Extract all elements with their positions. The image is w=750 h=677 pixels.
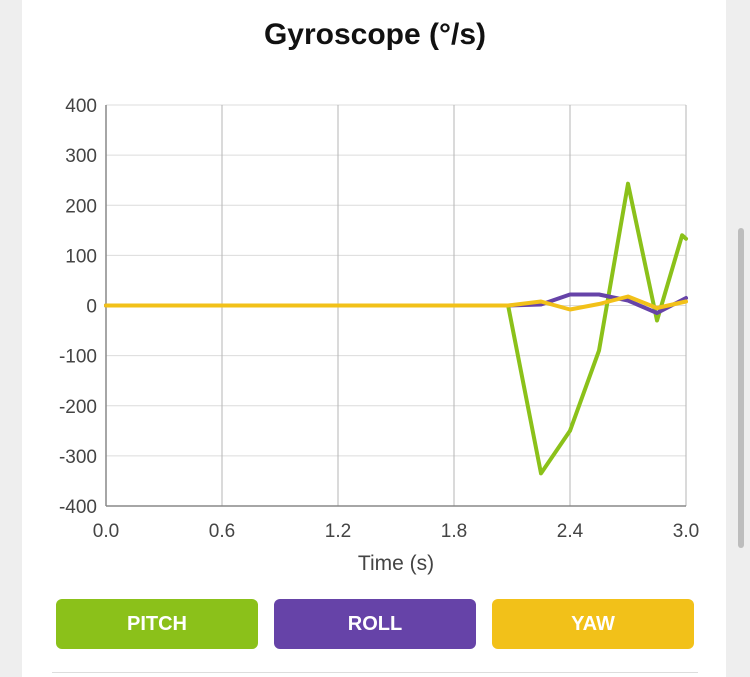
- y-tick-label: 100: [65, 246, 97, 267]
- y-tick-label: -300: [59, 447, 97, 468]
- x-tick-label: 3.0: [673, 521, 699, 542]
- x-tick-label: 1.8: [441, 521, 467, 542]
- y-tick-label: 400: [65, 96, 97, 117]
- y-tick-label: -100: [59, 347, 97, 368]
- y-tick-label: 200: [65, 196, 97, 217]
- x-axis-title: Time (s): [358, 552, 434, 575]
- series-line-pitch: [104, 181, 688, 476]
- roll-button[interactable]: ROLL: [274, 599, 476, 649]
- y-tick-label: -200: [59, 397, 97, 418]
- chart-title: Gyroscope (°/s): [263, 18, 487, 51]
- yaw-button[interactable]: YAW: [492, 599, 694, 649]
- chart-card: [22, 0, 726, 677]
- x-tick-label: 0.6: [209, 521, 235, 542]
- gyroscope-chart: 400 300 200 100 0 -100 -200 -300 -400 0.0 0.6 1.2 1.…: [59, 96, 699, 575]
- x-tick-label: 0.0: [93, 521, 119, 542]
- series-line-yaw: [104, 294, 688, 312]
- x-tick-label: 2.4: [557, 521, 584, 542]
- y-tick-label: -400: [59, 497, 97, 518]
- y-tick-label: 300: [65, 146, 97, 167]
- divider: [52, 672, 698, 673]
- y-tick-label: 0: [86, 297, 97, 318]
- pitch-button[interactable]: PITCH: [56, 599, 258, 649]
- x-tick-label: 1.2: [325, 521, 351, 542]
- scrollbar[interactable]: [738, 228, 744, 548]
